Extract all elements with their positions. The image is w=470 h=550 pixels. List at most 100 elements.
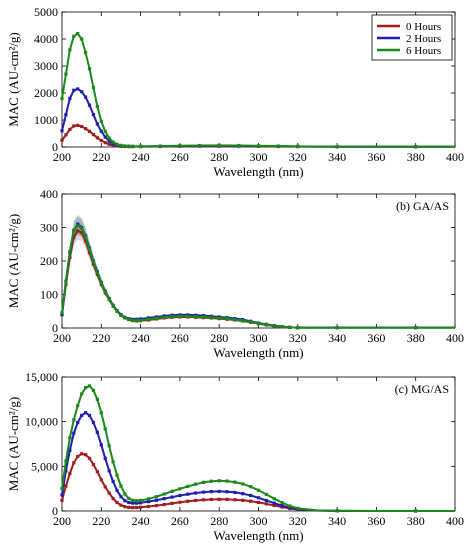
data-point <box>115 142 119 146</box>
data-point <box>72 418 76 422</box>
data-point <box>99 119 103 123</box>
data-point <box>135 505 139 510</box>
data-point <box>131 498 135 502</box>
x-tick-label: 400 <box>446 514 464 528</box>
data-point <box>127 317 131 321</box>
x-tick-label: 200 <box>53 150 71 164</box>
data-point <box>197 143 202 148</box>
legend-label: 2 Hours <box>406 33 441 45</box>
data-point <box>146 500 151 504</box>
data-point <box>280 325 284 329</box>
data-point <box>107 142 111 146</box>
data-point <box>296 144 300 148</box>
data-point <box>80 124 84 129</box>
x-tick-label: 400 <box>446 331 464 345</box>
data-point <box>68 436 72 440</box>
y-tick-label: 5,000 <box>31 459 58 473</box>
data-point <box>111 304 115 308</box>
data-point <box>186 314 190 318</box>
data-point <box>111 496 115 501</box>
data-point <box>256 496 261 500</box>
data-point <box>80 230 84 235</box>
x-tick-label: 400 <box>446 150 464 164</box>
data-point <box>225 497 229 501</box>
data-point <box>256 500 261 505</box>
data-point <box>64 469 68 473</box>
data-point <box>158 144 162 148</box>
data-point <box>107 136 111 140</box>
data-point <box>209 479 213 483</box>
data-point <box>76 123 80 127</box>
x-tick-label: 380 <box>407 150 425 164</box>
y-tick-label: 100 <box>40 288 58 302</box>
y-tick-label: 1000 <box>34 113 58 127</box>
data-point <box>217 489 221 494</box>
data-point <box>186 492 190 496</box>
data-point <box>186 484 190 489</box>
x-tick-label: 380 <box>407 514 425 528</box>
x-tick-label: 240 <box>132 331 150 345</box>
data-point <box>91 260 96 264</box>
data-point <box>296 326 300 330</box>
series-line-6-hours <box>61 384 455 512</box>
data-point <box>127 505 131 510</box>
data-point <box>414 326 418 330</box>
data-point <box>115 473 119 477</box>
y-tick-label: 4000 <box>34 32 58 46</box>
data-point <box>162 492 166 496</box>
data-point <box>60 138 64 142</box>
data-point <box>225 317 229 321</box>
data-point <box>178 314 182 318</box>
series-line-2-hours <box>61 87 455 148</box>
data-point <box>209 315 213 319</box>
x-tick-label: 220 <box>92 514 110 528</box>
y-tick-label: 5000 <box>34 5 58 19</box>
data-point <box>107 444 111 448</box>
uncertainty-band <box>62 222 455 328</box>
data-point <box>233 498 237 502</box>
data-point <box>217 479 221 483</box>
data-point <box>249 320 253 324</box>
data-point <box>95 470 99 474</box>
y-tick-label: 0 <box>52 321 58 335</box>
x-tick-label: 320 <box>289 514 307 528</box>
data-point <box>60 498 64 502</box>
data-point <box>225 479 229 483</box>
data-point <box>233 480 237 484</box>
data-point <box>115 500 119 505</box>
data-point <box>87 129 92 133</box>
data-point <box>76 32 80 36</box>
data-point <box>72 431 76 435</box>
data-point <box>296 506 300 510</box>
data-point <box>111 460 115 464</box>
data-point <box>146 497 151 501</box>
data-point <box>95 271 99 275</box>
panel-c: 200 220 240 260 280 300 320 340 360 380 400 0 5,000 1… <box>6 370 464 543</box>
data-point <box>123 316 127 320</box>
data-point <box>76 454 80 459</box>
data-point <box>194 491 198 495</box>
data-point <box>80 413 84 418</box>
data-point <box>131 501 135 505</box>
data-point <box>91 462 96 467</box>
series-line-0-hours <box>61 452 455 512</box>
data-point <box>154 498 158 502</box>
x-tick-label: 320 <box>289 150 307 164</box>
data-point <box>64 279 68 283</box>
data-point <box>99 138 103 143</box>
data-point <box>154 316 158 320</box>
data-point <box>87 384 92 388</box>
data-point <box>99 281 103 285</box>
data-point <box>107 297 111 301</box>
data-point <box>123 499 127 503</box>
data-point <box>103 141 107 145</box>
data-point <box>87 247 92 251</box>
x-tick-label: 340 <box>328 331 346 345</box>
series-line-2-hours <box>61 411 455 512</box>
data-point <box>83 50 88 55</box>
y-axis-label: MAC (AU-cm²/g) <box>6 214 21 309</box>
data-point <box>139 498 143 503</box>
data-point <box>201 315 206 319</box>
data-point <box>83 411 88 415</box>
data-point <box>194 482 198 486</box>
